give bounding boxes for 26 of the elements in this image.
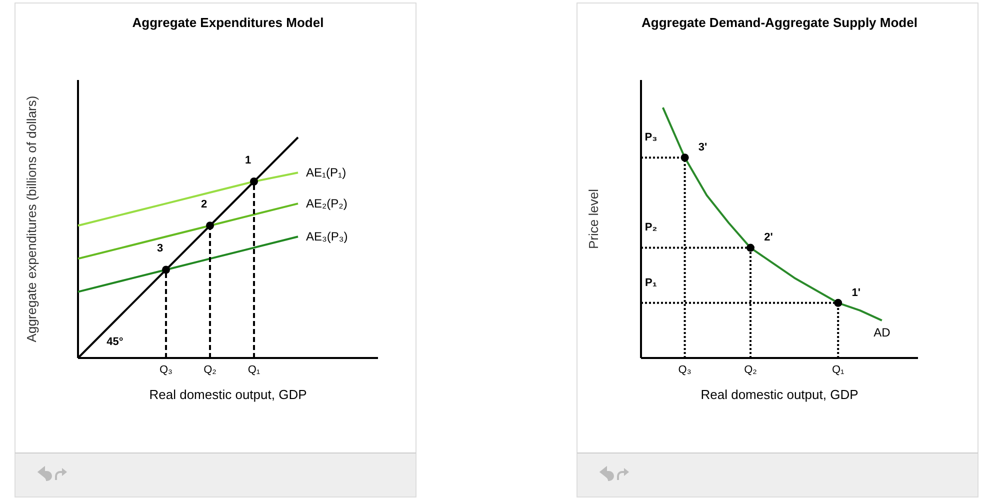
x-tick-label: Q₂ — [204, 364, 216, 376]
chart-title: Aggregate Demand-Aggregate Supply Model — [642, 15, 918, 30]
annotation: 3' — [698, 142, 708, 154]
x-tick-label: Q₂ — [744, 364, 757, 376]
y-axis-title: Price level — [586, 188, 601, 249]
annotation: P₂ — [644, 222, 658, 234]
annotation: 3 — [156, 242, 164, 255]
annotation: 1' — [852, 286, 861, 299]
series-label: AD — [874, 325, 891, 340]
series-label: AE₂(P₂) — [306, 196, 348, 211]
series-label: AE₃(P₃) — [306, 230, 348, 244]
annotation: 1 — [244, 154, 252, 166]
annotation: 2' — [764, 232, 774, 244]
y-axis-title: Aggregate expenditures (billions of dollars) — [24, 96, 39, 342]
x-tick-label: Q₁ — [832, 364, 845, 376]
x-axis-title: Real domestic output, GDP — [700, 387, 858, 402]
series-label: AE₁(P₁) — [306, 166, 346, 180]
x-tick-label: Q₃ — [678, 364, 692, 376]
x-tick-label: Q₃ — [159, 364, 173, 376]
annotation: 45° — [106, 336, 124, 348]
annotation: P₁ — [645, 276, 658, 289]
x-tick-label: Q₁ — [248, 364, 260, 376]
annotation: 2 — [200, 198, 208, 211]
annotation: P₃ — [644, 132, 658, 144]
x-axis-title: Real domestic output, GDP — [149, 387, 307, 402]
chart-title: Aggregate Expenditures Model — [132, 15, 324, 30]
